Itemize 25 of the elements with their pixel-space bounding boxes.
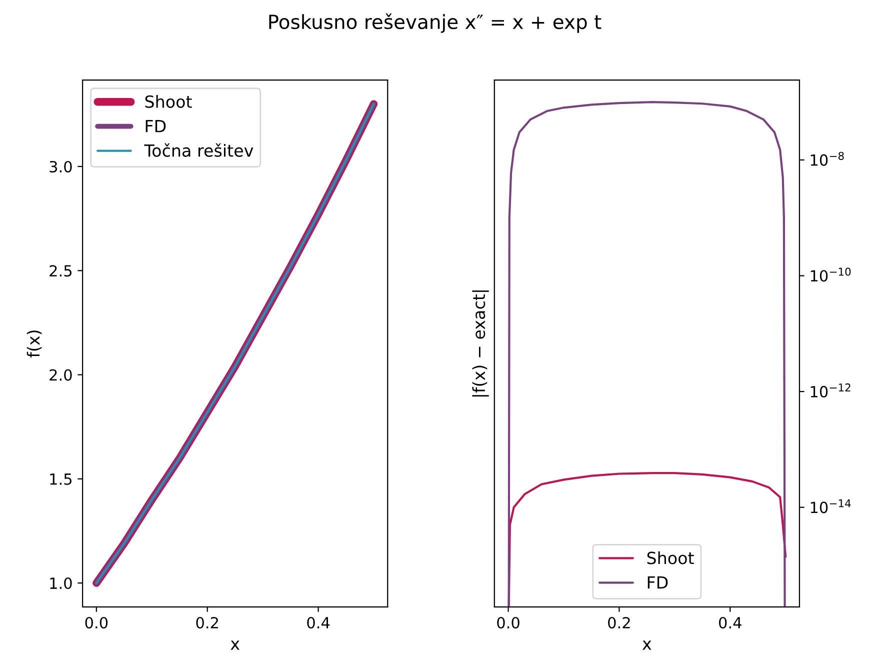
x-tick-label: 0.4 bbox=[719, 616, 742, 629]
legend-label: FD bbox=[648, 576, 668, 589]
y-tick-label: 3.0 bbox=[50, 160, 72, 172]
y-tick-label: 10$^{−12}$ bbox=[810, 383, 850, 398]
x-tick-label: 0.0 bbox=[497, 616, 520, 629]
y-tick-label: 2.5 bbox=[50, 265, 72, 277]
x-tick-label: 0.0 bbox=[85, 616, 108, 629]
y-axis-title: f(x) bbox=[26, 330, 42, 358]
y-tick-label: 1.5 bbox=[50, 474, 72, 485]
x-axis-title: x bbox=[642, 640, 652, 650]
legend-label: Shoot bbox=[145, 95, 192, 108]
y-tick-label: 10$^{−8}$ bbox=[810, 152, 844, 166]
legend-label: FD bbox=[146, 120, 166, 132]
x-tick-label: 0.2 bbox=[608, 616, 630, 629]
y-tick-label: 1.0 bbox=[50, 577, 72, 590]
x-tick-label: 0.4 bbox=[307, 616, 330, 629]
legend-label: Shoot bbox=[647, 551, 694, 564]
legend-label: Točna rešitev bbox=[144, 143, 254, 157]
y-axis-title: |f(x) − exact| bbox=[472, 290, 489, 397]
text: Poskusno reševanje x″ = x + exp t bbox=[269, 13, 602, 33]
y-tick-label: 2.0 bbox=[50, 369, 72, 381]
y-tick-label: 10$^{−14}$ bbox=[810, 499, 851, 514]
x-tick-label: 0.2 bbox=[196, 616, 218, 629]
y-tick-label: 10$^{−10}$ bbox=[810, 268, 851, 282]
x-axis-title: x bbox=[230, 640, 240, 650]
